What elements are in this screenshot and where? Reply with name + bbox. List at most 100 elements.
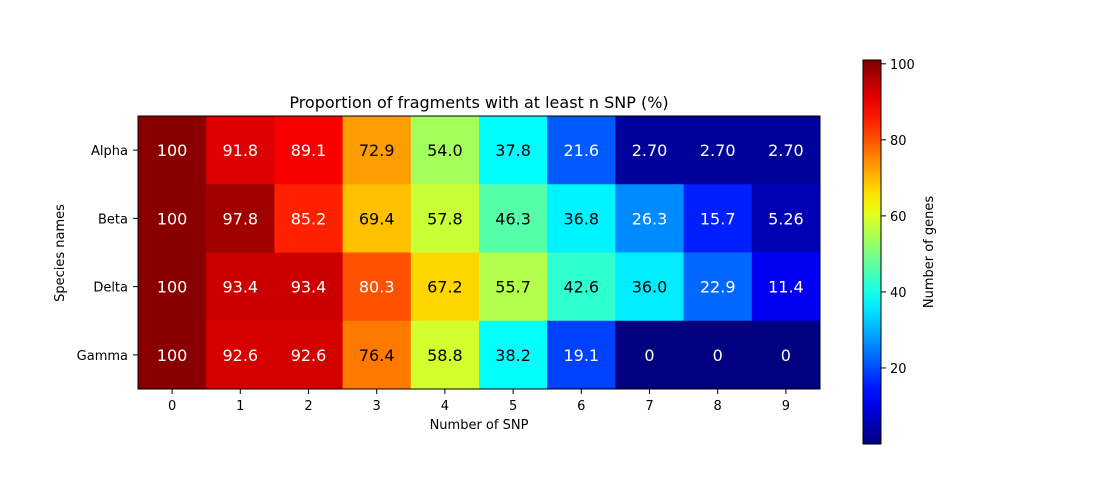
cell-value-label: 11.4 (768, 278, 804, 297)
colorbar-frame (862, 59, 882, 445)
heatmap-cell (751, 320, 821, 390)
cell-value-label: 2.70 (768, 141, 804, 160)
heatmap-cell (342, 184, 412, 253)
heatmap-cell (138, 116, 207, 185)
heatmap-cell (410, 116, 480, 185)
heatmap-cell (138, 184, 207, 253)
heatmap-cell (683, 184, 753, 253)
cell-value-label: 100 (157, 278, 188, 297)
heatmap-cell (479, 252, 548, 322)
x-tick-label: 7 (645, 399, 653, 414)
heatmap-cell (138, 320, 207, 390)
chart-title: Proportion of fragments with at least n … (289, 93, 668, 112)
cell-value-label: 15.7 (700, 209, 736, 228)
y-tick-label: Gamma (77, 349, 128, 364)
y-axis-ticks: Alpha Beta Delta Gamma (77, 144, 138, 364)
heatmap-cell (206, 184, 275, 253)
x-tick-label: 5 (509, 399, 517, 414)
x-axis-label: Number of SNP (430, 418, 529, 433)
y-axis-label: Species names (53, 204, 68, 302)
colorbar-tick-label: 20 (890, 362, 907, 377)
heatmap-cell (683, 320, 753, 390)
cell-value-label: 42.6 (563, 278, 599, 297)
cell-value-label: 85.2 (291, 209, 327, 228)
cell-value-label: 92.6 (222, 346, 258, 365)
cell-value-label: 100 (157, 346, 188, 365)
cell-value-label: 58.8 (427, 346, 463, 365)
cell-value-label: 76.4 (359, 346, 395, 365)
cell-value-label: 0 (644, 346, 654, 365)
y-tick-label: Alpha (91, 144, 128, 159)
cell-value-label: 21.6 (563, 141, 599, 160)
heatmap-cell (479, 116, 548, 185)
cell-value-label: 22.9 (700, 278, 736, 297)
cell-value-label: 0 (781, 346, 791, 365)
colorbar-tick-label: 40 (890, 286, 907, 301)
x-tick-label: 2 (304, 399, 312, 414)
cell-value-label: 91.8 (222, 141, 258, 160)
cell-value-label: 54.0 (427, 141, 463, 160)
heatmap-cell (206, 116, 275, 185)
heatmap-cells (138, 116, 821, 390)
colorbar-ticks: 20 40 60 80 100 (881, 58, 915, 377)
cell-value-label: 2.70 (632, 141, 668, 160)
cell-value-label: 38.2 (495, 346, 531, 365)
x-tick-label: 6 (577, 399, 585, 414)
cell-value-label: 0 (713, 346, 723, 365)
x-tick-label: 4 (441, 399, 449, 414)
cell-value-label: 36.0 (632, 278, 668, 297)
heatmap-cell (547, 184, 616, 253)
colorbar-tick-label: 100 (890, 58, 915, 73)
colorbar-tick-label: 60 (890, 210, 907, 225)
heatmap-cell (410, 184, 480, 253)
cell-value-label: 89.1 (291, 141, 327, 160)
heatmap-cell (751, 184, 821, 253)
cell-value-label: 36.8 (563, 209, 599, 228)
heatmap-cell (615, 320, 685, 390)
heatmap-cell (683, 116, 753, 185)
x-axis-ticks: 0 1 2 3 4 5 6 7 8 9 (168, 389, 790, 414)
cell-value-label: 57.8 (427, 209, 463, 228)
x-tick-label: 9 (782, 399, 790, 414)
heatmap-cell (683, 252, 753, 322)
heatmap-cell (479, 184, 548, 253)
cell-value-label: 19.1 (563, 346, 599, 365)
cell-value-label: 67.2 (427, 278, 463, 297)
colorbar-gradient (863, 60, 881, 444)
heatmap-cell (479, 320, 548, 390)
cell-value-label: 26.3 (632, 209, 668, 228)
cell-value-label: 80.3 (359, 278, 395, 297)
heatmap-cell (615, 252, 685, 322)
x-tick-label: 3 (373, 399, 381, 414)
heatmap-cell (342, 252, 412, 322)
heatmap-cell (274, 252, 344, 322)
cell-value-label: 5.26 (768, 209, 804, 228)
heatmap-cell (206, 252, 275, 322)
colorbar-label: Number of genes (922, 196, 937, 309)
heatmap-cell (615, 184, 685, 253)
cell-value-label: 46.3 (495, 209, 531, 228)
cell-value-label: 97.8 (222, 209, 258, 228)
plot-frame (137, 115, 821, 390)
heatmap-cell (547, 252, 616, 322)
heatmap-cell (274, 184, 344, 253)
y-tick-label: Beta (98, 212, 128, 227)
heatmap-cell (274, 116, 344, 185)
heatmap-cell (751, 252, 821, 322)
x-tick-label: 0 (168, 399, 176, 414)
x-tick-label: 8 (714, 399, 722, 414)
heatmap-cell (138, 252, 207, 322)
colorbar-tick-label: 80 (890, 134, 907, 149)
heatmap-cell (615, 116, 685, 185)
heatmap-cell (342, 116, 412, 185)
x-tick-label: 1 (236, 399, 244, 414)
heatmap-cell (206, 320, 275, 390)
cell-value-label: 93.4 (222, 278, 258, 297)
cell-value-label: 55.7 (495, 278, 531, 297)
heatmap-cell (410, 320, 480, 390)
cell-value-label: 100 (157, 141, 188, 160)
heatmap-cell (547, 116, 616, 185)
cell-value-label: 2.70 (700, 141, 736, 160)
colorbar: 20 40 60 80 100 Number of genes (862, 58, 937, 445)
heatmap-cell (342, 320, 412, 390)
